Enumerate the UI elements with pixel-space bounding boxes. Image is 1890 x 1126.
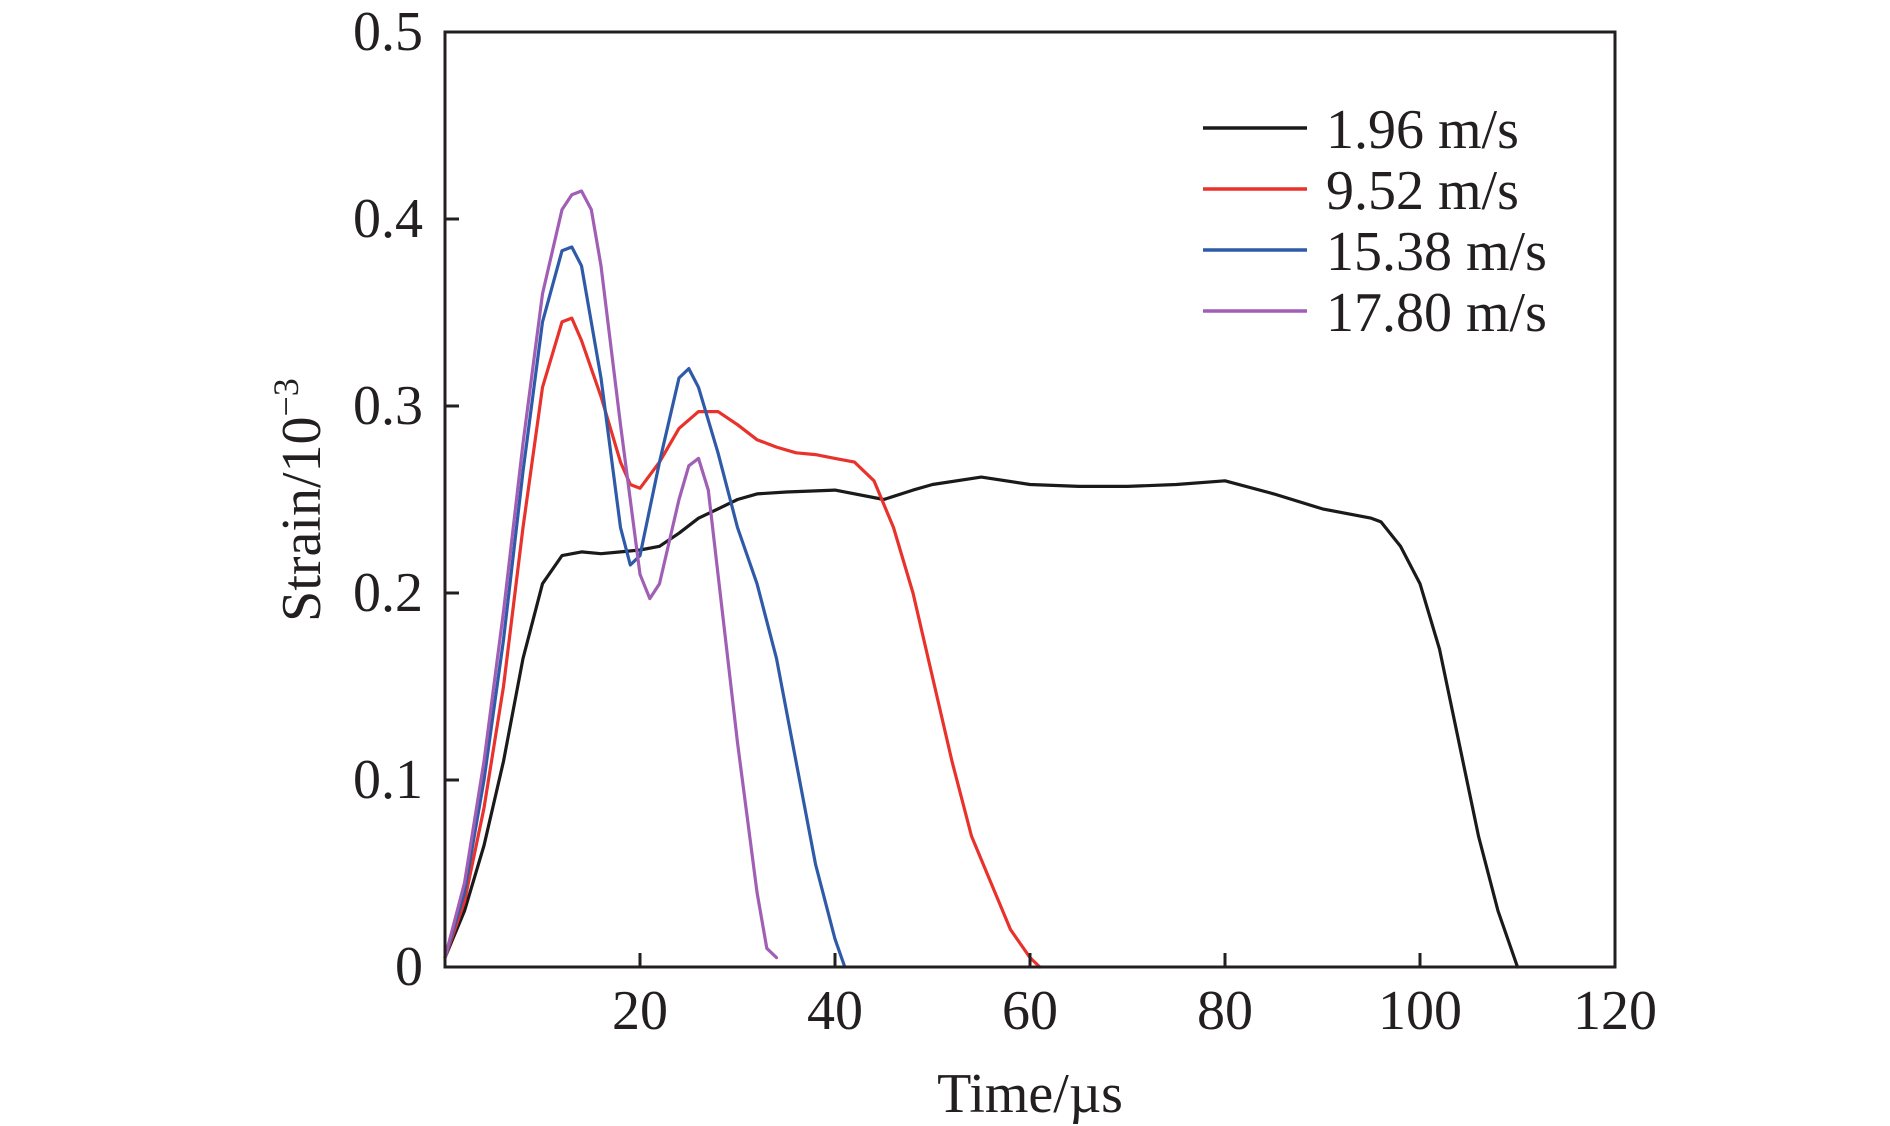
y-axis-title-exponent: −3 <box>266 378 306 416</box>
y-tick-label: 0.2 <box>353 562 423 624</box>
series-line-4 <box>443 189 779 960</box>
series-line-1 <box>443 475 1520 969</box>
x-tick-label: 80 <box>1197 980 1253 1042</box>
y-axis-title: Strain/10−3 <box>266 378 333 622</box>
x-tick-label: 20 <box>612 980 668 1042</box>
legend-label: 17.80 m/s <box>1326 282 1547 344</box>
x-tick-label: 60 <box>1002 980 1058 1042</box>
series-line-2 <box>443 316 1042 969</box>
x-axis-ticks: 20 40 60 80 100 120 <box>612 953 1657 1042</box>
legend-label: 15.38 m/s <box>1326 221 1547 283</box>
y-tick-label: 0.5 <box>353 1 423 63</box>
y-axis-title-main: Strain/10 <box>271 416 333 621</box>
legend-label: 1.96 m/s <box>1326 99 1519 161</box>
series-line-3 <box>443 245 847 969</box>
x-axis-title: Time/µs <box>937 1063 1123 1125</box>
y-axis-ticks: 0 0.1 0.2 0.3 0.4 0.5 <box>353 1 459 998</box>
series-layer <box>443 189 1520 969</box>
y-tick-label: 0 <box>395 936 423 998</box>
y-tick-label: 0.3 <box>353 375 423 437</box>
legend: 1.96 m/s9.52 m/s15.38 m/s17.80 m/s <box>1203 99 1547 344</box>
y-tick-label: 0.4 <box>353 188 423 250</box>
x-tick-label: 40 <box>807 980 863 1042</box>
x-tick-label: 120 <box>1573 980 1657 1042</box>
legend-label: 9.52 m/s <box>1326 160 1519 222</box>
y-tick-label: 0.1 <box>353 749 423 811</box>
x-tick-label: 100 <box>1378 980 1462 1042</box>
